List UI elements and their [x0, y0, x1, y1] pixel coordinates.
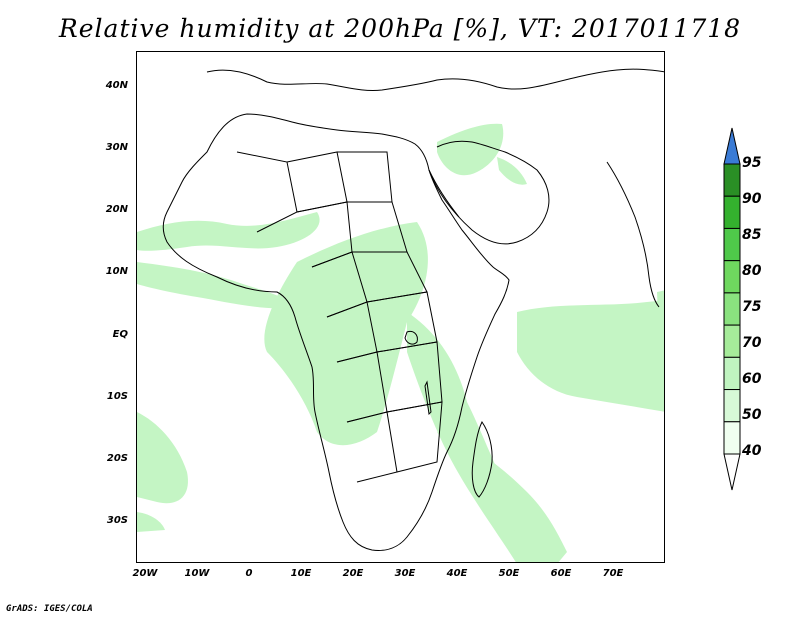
lon-label: 70E	[602, 568, 624, 579]
border-2	[286, 151, 348, 213]
lon-label: 60E	[550, 568, 572, 579]
colorbar-label: 95	[742, 155, 762, 171]
colorbar-label: 60	[742, 371, 762, 387]
madagascar-coast	[471, 421, 493, 498]
humidity-patch-atlantic-south	[137, 412, 188, 504]
colorbar-box	[723, 421, 741, 455]
colorbar-label: 85	[742, 227, 762, 243]
lon-label: 50E	[498, 568, 520, 579]
europe-coast	[206, 68, 664, 91]
colorbar-label: 80	[742, 263, 762, 279]
border-12	[346, 411, 398, 483]
lon-label: 20W	[132, 568, 158, 579]
lon-label: 30E	[394, 568, 416, 579]
lon-label: 20E	[342, 568, 364, 579]
colorbar-box	[723, 324, 741, 358]
africa-coast	[162, 113, 510, 551]
lat-label: 40N	[105, 80, 128, 91]
map-svg	[137, 68, 664, 562]
border-13	[386, 401, 443, 473]
colorbar-label: 70	[742, 335, 762, 351]
lat-label: EQ	[112, 329, 128, 340]
lat-label: 30N	[105, 142, 128, 153]
colorbar-box	[723, 195, 741, 229]
humidity-patch-sahel-west	[137, 212, 320, 251]
colorbar-box	[723, 292, 741, 326]
humidity-patch-east-ocean	[657, 290, 664, 342]
lat-label: 20N	[105, 204, 128, 215]
colorbar-box	[723, 227, 741, 262]
lat-label: 30S	[106, 515, 128, 526]
lon-label: 0	[245, 568, 253, 579]
border-1	[236, 151, 298, 233]
lon-label: 40E	[446, 568, 468, 579]
humidity-patch-arabia-north	[497, 157, 527, 185]
colorbar-label: 90	[742, 191, 762, 207]
humidity-patch-central-africa	[264, 222, 428, 446]
colorbar-under-arrow	[723, 453, 741, 491]
humidity-patch-east-africa	[407, 312, 555, 562]
lon-label: 10W	[184, 568, 210, 579]
colorbar-label: 40	[742, 443, 762, 459]
humidity-patch-southern-ocean-band	[437, 432, 567, 562]
colorbar-box	[723, 163, 741, 197]
lat-label: 20S	[106, 453, 128, 464]
map-panel	[136, 51, 665, 563]
colorbar-label: 50	[742, 407, 762, 423]
map-title: Relative humidity at 200hPa [%], VT: 201…	[58, 14, 742, 43]
credit-label: GrADS: IGES/COLA	[6, 604, 93, 614]
colorbar-label: 75	[742, 299, 762, 315]
humidity-patch-mideast	[437, 123, 504, 176]
lat-label: 10S	[106, 391, 128, 402]
colorbar-box	[723, 356, 741, 391]
lake-malawi	[424, 380, 432, 416]
humidity-patch-southwest-atlantic	[137, 512, 165, 532]
coastlines	[162, 68, 664, 551]
humidity-patch-indian-ocean	[517, 300, 664, 412]
colorbar-boxes	[723, 163, 741, 455]
india-coast	[606, 161, 660, 308]
arabia-coast	[428, 140, 550, 245]
lat-label: 10N	[105, 266, 128, 277]
colorbar-box	[723, 260, 741, 294]
humidity-patch-west-africa	[137, 262, 297, 309]
lake-victoria	[404, 331, 418, 345]
colorbar-box	[723, 389, 741, 423]
humidity-field	[137, 123, 664, 562]
red-sea	[428, 169, 460, 218]
lon-label: 10E	[290, 568, 312, 579]
colorbar-over-arrow	[723, 127, 741, 165]
